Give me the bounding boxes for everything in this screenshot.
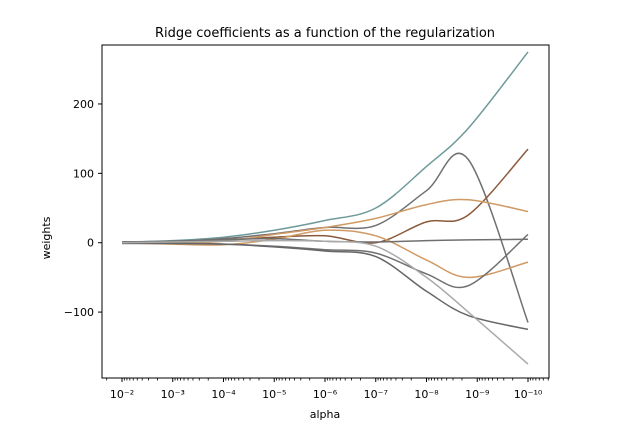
series-line-4 (121, 198, 529, 245)
plot-area: 10⁻² 10⁻³ 10⁻⁴ 10⁻⁵ 10⁻⁶ 10⁻⁷ 10⁻⁸ 10⁻⁹ 10⁻¹⁰ 200… (64, 44, 550, 401)
series-line-9 (121, 239, 529, 365)
y-tick-label: 100 (73, 167, 94, 180)
series-line-8 (121, 242, 529, 331)
x-tick-label: 10⁻⁴ (211, 388, 236, 401)
y-tick-label: −100 (64, 306, 94, 319)
series-line-3 (121, 148, 529, 244)
series-line-5 (121, 229, 529, 279)
x-tick-label: 10⁻⁸ (414, 388, 439, 401)
y-tick-label: 0 (87, 237, 94, 250)
x-tick-label: 10⁻³ (161, 388, 185, 401)
x-tick-label: 10⁻² (110, 388, 134, 401)
y-axis-title: weights (40, 216, 53, 259)
x-axis-title: alpha (310, 408, 341, 421)
series-line-2 (121, 152, 529, 323)
axes-frame (101, 44, 550, 379)
x-tick-label: 10⁻⁷ (364, 388, 388, 401)
chart-title: Ridge coefficients as a function of the … (155, 26, 495, 41)
x-tick-label: 10⁻⁹ (465, 388, 489, 401)
x-tick-label: 10⁻⁵ (262, 388, 286, 401)
x-tick-label: 10⁻¹⁰ (514, 388, 543, 401)
y-tick-label: 200 (73, 98, 94, 111)
series-line-1 (121, 51, 529, 243)
x-tick-label: 10⁻⁶ (313, 388, 338, 401)
